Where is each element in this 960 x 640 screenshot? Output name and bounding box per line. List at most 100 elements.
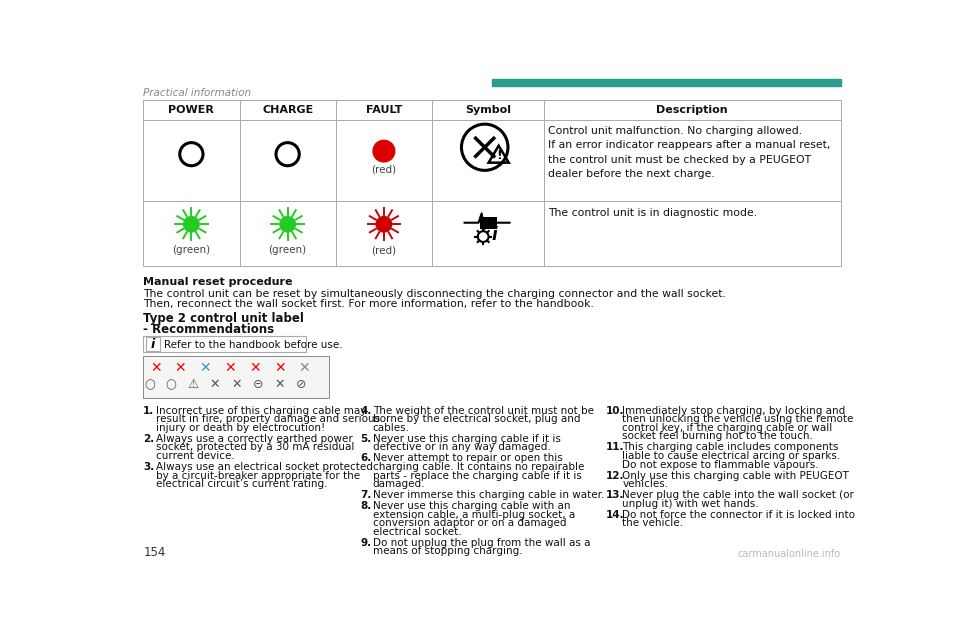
Text: defective or in any way damaged.: defective or in any way damaged. xyxy=(372,442,550,452)
Text: conversion adaptor or on a damaged: conversion adaptor or on a damaged xyxy=(372,518,566,528)
Text: i: i xyxy=(151,339,155,351)
Text: 1.: 1. xyxy=(143,406,155,415)
Text: 7.: 7. xyxy=(360,490,372,500)
Text: carmanualonline.info: carmanualonline.info xyxy=(737,549,841,559)
Text: electrical circuit’s current rating.: electrical circuit’s current rating. xyxy=(156,479,327,489)
Text: by a circuit-breaker appropriate for the: by a circuit-breaker appropriate for the xyxy=(156,470,360,481)
Text: Practical information: Practical information xyxy=(143,88,252,97)
Text: the vehicle.: the vehicle. xyxy=(622,518,684,528)
Text: liable to cause electrical arcing or sparks.: liable to cause electrical arcing or spa… xyxy=(622,451,840,461)
Text: parts - replace the charging cable if it is: parts - replace the charging cable if it… xyxy=(372,470,582,481)
Text: Never attempt to repair or open this: Never attempt to repair or open this xyxy=(372,453,563,463)
Text: ⚠: ⚠ xyxy=(187,378,199,391)
Text: (green): (green) xyxy=(172,245,210,255)
Text: 3.: 3. xyxy=(143,462,155,472)
Text: 11.: 11. xyxy=(606,442,624,452)
Text: (green): (green) xyxy=(269,245,306,255)
Text: FAULT: FAULT xyxy=(366,105,402,115)
Text: extension cable, a multi-plug socket, a: extension cable, a multi-plug socket, a xyxy=(372,509,575,520)
Text: 2.: 2. xyxy=(143,434,155,444)
Text: 6.: 6. xyxy=(360,453,372,463)
Text: charging cable. It contains no repairable: charging cable. It contains no repairabl… xyxy=(372,462,584,472)
Text: damaged.: damaged. xyxy=(372,479,425,489)
Text: Type 2 control unit label: Type 2 control unit label xyxy=(143,312,304,325)
Text: 13.: 13. xyxy=(606,490,624,500)
Text: 9.: 9. xyxy=(360,538,372,548)
Text: i: i xyxy=(492,226,497,244)
Text: means of stopping charging.: means of stopping charging. xyxy=(372,547,522,557)
Text: 4.: 4. xyxy=(360,406,372,415)
Text: socket feel burning hot to the touch.: socket feel burning hot to the touch. xyxy=(622,431,813,442)
Text: Never use this charging cable if it is: Never use this charging cable if it is xyxy=(372,434,561,444)
Text: Incorrect use of this charging cable may: Incorrect use of this charging cable may xyxy=(156,406,366,415)
Circle shape xyxy=(183,216,199,232)
Bar xyxy=(143,100,841,266)
Text: The control unit is in diagnostic mode.: The control unit is in diagnostic mode. xyxy=(548,209,757,218)
Text: ⊝: ⊝ xyxy=(252,378,263,391)
Text: (red): (red) xyxy=(372,245,396,255)
Text: ✕: ✕ xyxy=(175,361,186,375)
Text: ✕: ✕ xyxy=(231,378,242,391)
Text: Always use an electrical socket protected: Always use an electrical socket protecte… xyxy=(156,462,372,472)
Text: 14.: 14. xyxy=(606,509,625,520)
Text: 5.: 5. xyxy=(360,434,372,444)
Text: (red): (red) xyxy=(372,164,396,175)
Text: Description: Description xyxy=(657,105,728,115)
Text: !: ! xyxy=(495,149,501,162)
Text: POWER: POWER xyxy=(168,105,214,115)
Text: Do not unplug the plug from the wall as a: Do not unplug the plug from the wall as … xyxy=(372,538,590,548)
Text: Do not force the connector if it is locked into: Do not force the connector if it is lock… xyxy=(622,509,855,520)
Text: ✕: ✕ xyxy=(299,361,310,375)
Text: Refer to the handbook before use.: Refer to the handbook before use. xyxy=(164,340,343,349)
Text: current device.: current device. xyxy=(156,451,234,461)
Text: electrical socket.: electrical socket. xyxy=(372,527,461,537)
Text: The control unit can be reset by simultaneously disconnecting the charging conne: The control unit can be reset by simulta… xyxy=(143,289,726,298)
Text: Symbol: Symbol xyxy=(465,105,511,115)
Bar xyxy=(143,335,306,353)
Text: Immediately stop charging, by locking and: Immediately stop charging, by locking an… xyxy=(622,406,846,415)
Text: borne by the electrical socket, plug and: borne by the electrical socket, plug and xyxy=(372,414,580,424)
Text: ✕: ✕ xyxy=(200,361,211,375)
Text: The weight of the control unit must not be: The weight of the control unit must not … xyxy=(372,406,593,415)
Bar xyxy=(492,79,841,86)
Text: injury or death by electrocution!: injury or death by electrocution! xyxy=(156,423,324,433)
Text: ✕: ✕ xyxy=(274,361,285,375)
Text: Then, reconnect the wall socket first. For more information, refer to the handbo: Then, reconnect the wall socket first. F… xyxy=(143,298,594,308)
Text: control key, if the charging cable or wall: control key, if the charging cable or wa… xyxy=(622,423,832,433)
Bar xyxy=(480,216,497,229)
Text: Never immerse this charging cable in water.: Never immerse this charging cable in wat… xyxy=(372,490,604,500)
Text: 8.: 8. xyxy=(360,501,372,511)
Text: unplug it) with wet hands.: unplug it) with wet hands. xyxy=(622,499,758,509)
Bar xyxy=(146,337,159,351)
Text: Manual reset procedure: Manual reset procedure xyxy=(143,277,293,287)
Text: - Recommendations: - Recommendations xyxy=(143,323,275,336)
Text: ⊘: ⊘ xyxy=(296,378,306,391)
Text: vehicles.: vehicles. xyxy=(622,479,668,489)
Circle shape xyxy=(280,216,296,232)
Text: 10.: 10. xyxy=(606,406,624,415)
Circle shape xyxy=(376,216,392,232)
Text: This charging cable includes components: This charging cable includes components xyxy=(622,442,839,452)
Text: 12.: 12. xyxy=(606,470,624,481)
Text: socket, protected by a 30 mA residual: socket, protected by a 30 mA residual xyxy=(156,442,354,452)
Text: ✕: ✕ xyxy=(150,361,161,375)
Text: CHARGE: CHARGE xyxy=(262,105,313,115)
Text: ○: ○ xyxy=(166,378,177,391)
Text: Only use this charging cable with PEUGEOT: Only use this charging cable with PEUGEO… xyxy=(622,470,849,481)
Text: ✕: ✕ xyxy=(249,361,261,375)
Text: Never plug the cable into the wall socket (or: Never plug the cable into the wall socke… xyxy=(622,490,854,500)
Text: result in fire, property damage and serious: result in fire, property damage and seri… xyxy=(156,414,380,424)
Text: ○: ○ xyxy=(144,378,155,391)
Text: ✕: ✕ xyxy=(275,378,285,391)
Text: 154: 154 xyxy=(143,546,166,559)
Text: cables.: cables. xyxy=(372,423,410,433)
Text: Always use a correctly earthed power: Always use a correctly earthed power xyxy=(156,434,352,444)
Circle shape xyxy=(373,140,395,162)
Text: Control unit malfunction. No charging allowed.
If an error indicator reappears a: Control unit malfunction. No charging al… xyxy=(548,126,830,179)
Text: then unlocking the vehicle using the remote: then unlocking the vehicle using the rem… xyxy=(622,414,853,424)
Text: Do not expose to flammable vapours.: Do not expose to flammable vapours. xyxy=(622,460,819,470)
Text: ✕: ✕ xyxy=(209,378,220,391)
Text: Never use this charging cable with an: Never use this charging cable with an xyxy=(372,501,570,511)
Text: ✕: ✕ xyxy=(225,361,236,375)
Bar xyxy=(143,356,329,398)
